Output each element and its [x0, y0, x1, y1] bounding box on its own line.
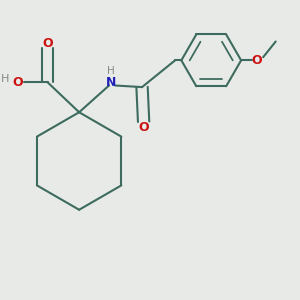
- Text: H: H: [107, 66, 115, 76]
- Text: N: N: [105, 76, 116, 89]
- Text: O: O: [251, 54, 262, 67]
- Text: H: H: [1, 74, 9, 84]
- Text: O: O: [13, 76, 23, 89]
- Text: O: O: [138, 121, 149, 134]
- Text: O: O: [42, 37, 53, 50]
